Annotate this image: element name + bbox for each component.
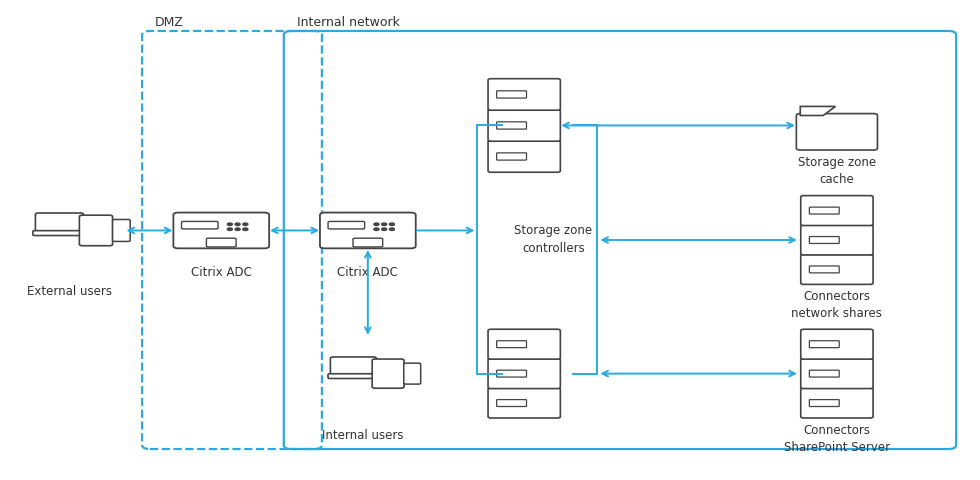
FancyBboxPatch shape [330,357,376,377]
FancyBboxPatch shape [801,359,873,389]
FancyBboxPatch shape [497,91,526,98]
FancyBboxPatch shape [801,225,873,255]
FancyBboxPatch shape [809,207,839,214]
Text: Connectors
SharePoint Server: Connectors SharePoint Server [784,424,890,454]
Text: Storage zone
cache: Storage zone cache [798,156,876,187]
Polygon shape [801,107,835,116]
FancyBboxPatch shape [801,329,873,359]
FancyBboxPatch shape [404,363,420,384]
Circle shape [235,228,240,230]
Circle shape [381,223,387,226]
FancyBboxPatch shape [181,221,219,229]
Circle shape [227,223,232,226]
FancyBboxPatch shape [809,370,839,377]
FancyBboxPatch shape [497,399,526,407]
Circle shape [374,228,379,230]
FancyBboxPatch shape [35,213,83,234]
FancyBboxPatch shape [319,213,416,248]
FancyBboxPatch shape [809,237,839,243]
Circle shape [389,228,395,230]
FancyBboxPatch shape [809,341,839,348]
FancyBboxPatch shape [207,238,236,247]
Text: External users: External users [27,285,113,299]
FancyBboxPatch shape [801,196,873,226]
FancyBboxPatch shape [801,254,873,284]
Text: Citrix ADC: Citrix ADC [337,266,398,279]
FancyBboxPatch shape [497,341,526,348]
FancyBboxPatch shape [328,221,365,229]
FancyBboxPatch shape [797,114,877,150]
Text: Internal users: Internal users [322,429,404,442]
FancyBboxPatch shape [809,399,839,407]
Text: Storage zone
controllers: Storage zone controllers [514,225,593,255]
FancyBboxPatch shape [488,359,561,389]
Circle shape [389,223,395,226]
Circle shape [243,223,248,226]
FancyBboxPatch shape [33,231,86,236]
Text: Connectors
network shares: Connectors network shares [792,290,882,320]
Circle shape [235,223,240,226]
FancyBboxPatch shape [372,359,404,388]
FancyBboxPatch shape [497,153,526,160]
FancyBboxPatch shape [488,329,561,359]
FancyBboxPatch shape [497,122,526,129]
FancyBboxPatch shape [497,370,526,377]
Text: Citrix ADC: Citrix ADC [191,266,252,279]
FancyBboxPatch shape [173,213,270,248]
Circle shape [243,228,248,230]
FancyBboxPatch shape [801,388,873,418]
Circle shape [381,228,387,230]
Circle shape [227,228,232,230]
FancyBboxPatch shape [353,238,383,247]
FancyBboxPatch shape [113,219,130,241]
FancyBboxPatch shape [79,215,113,246]
FancyBboxPatch shape [809,266,839,273]
FancyBboxPatch shape [488,141,561,172]
Text: Internal network: Internal network [297,16,400,29]
Circle shape [374,223,379,226]
Text: DMZ: DMZ [155,16,183,29]
FancyBboxPatch shape [488,110,561,141]
FancyBboxPatch shape [488,79,561,110]
FancyBboxPatch shape [488,388,561,418]
FancyBboxPatch shape [328,374,378,379]
